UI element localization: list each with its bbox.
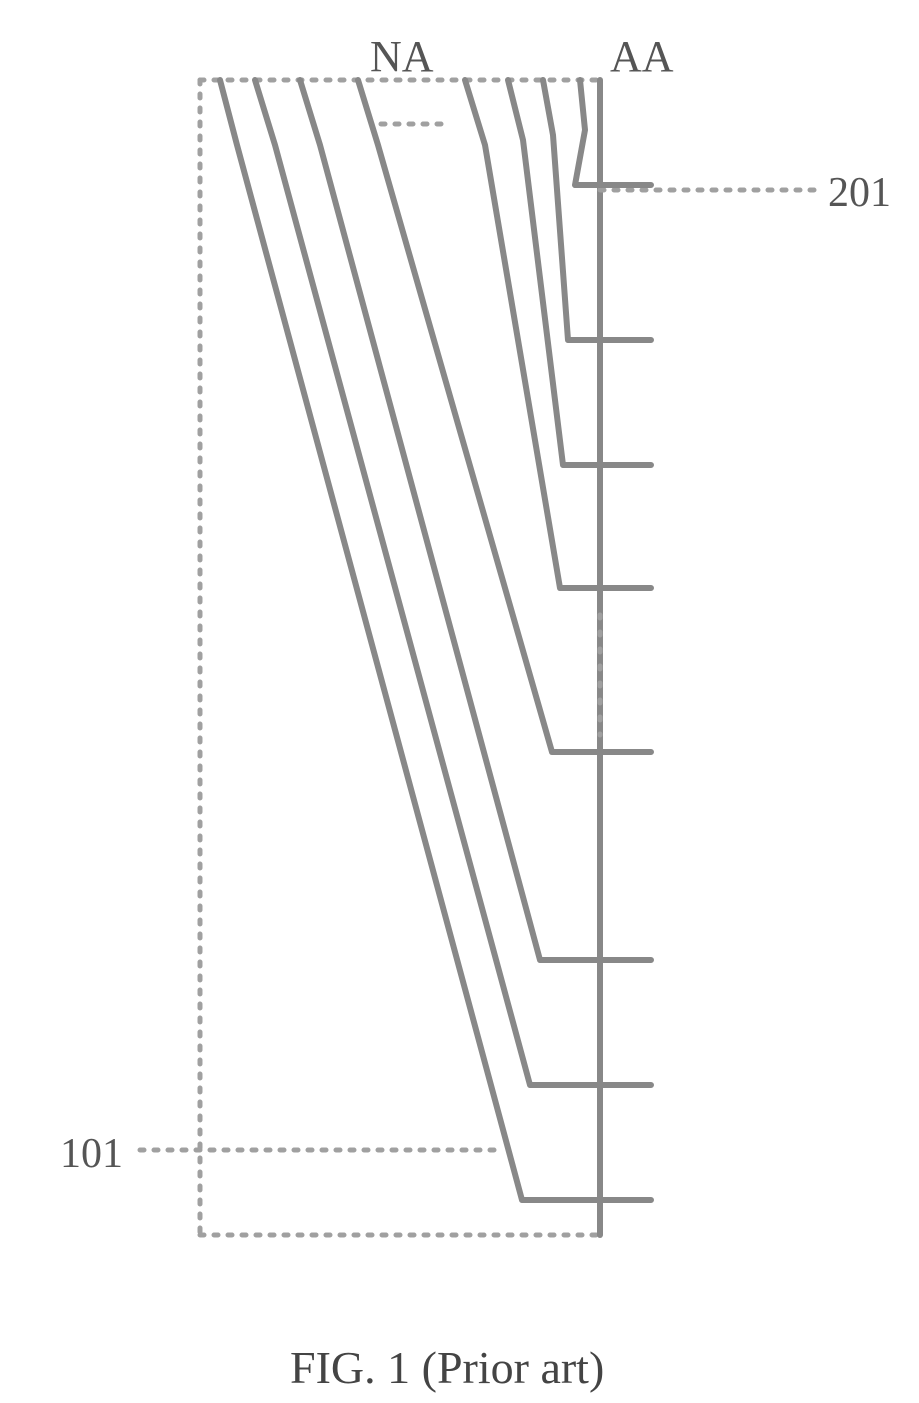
figure-stage: NA AA 201 101 FIG. 1 (Prior art) — [0, 0, 919, 1403]
figure-caption: FIG. 1 (Prior art) — [290, 1345, 604, 1391]
ref-201-label: 201 — [828, 172, 891, 214]
trace-1 — [220, 80, 651, 1200]
na-label: NA — [370, 35, 434, 79]
trace-5 — [465, 80, 651, 588]
aa-label: AA — [610, 35, 674, 79]
trace-8 — [575, 80, 651, 185]
ref-101-label: 101 — [60, 1133, 123, 1175]
diagram-svg — [0, 0, 919, 1403]
trace-4 — [358, 80, 651, 752]
